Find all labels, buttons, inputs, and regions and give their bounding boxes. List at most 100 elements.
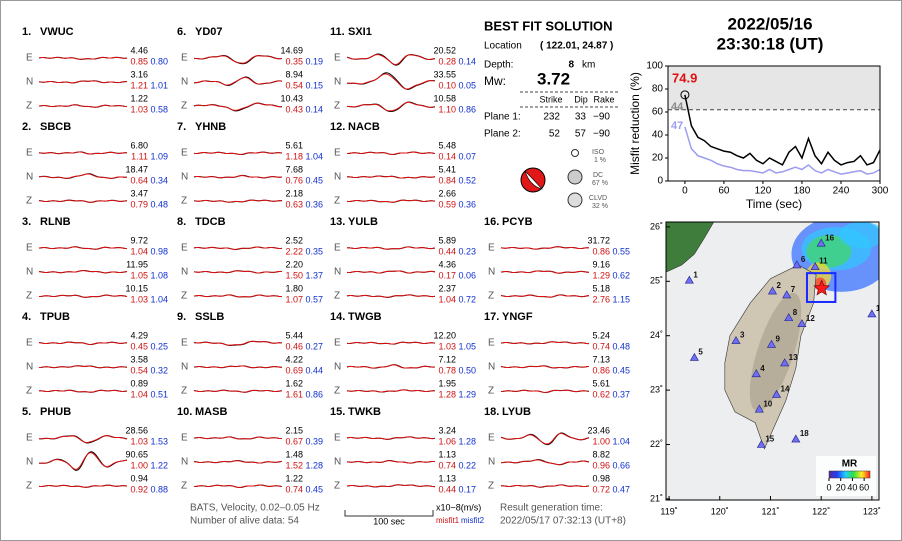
location-label: Location <box>484 41 522 52</box>
location: ( 122.01, 24.87 ) <box>540 41 613 52</box>
station-name: YD07 <box>195 26 223 38</box>
dc-icon <box>567 169 583 185</box>
component: N <box>181 457 188 468</box>
station-marker <box>792 260 802 269</box>
station-number: 18. <box>484 406 499 418</box>
misfit2: 1.01 <box>150 80 168 90</box>
x-tick-label: 0 <box>682 186 688 197</box>
waveform-synthetic <box>38 80 128 84</box>
amplitude: 3.58 <box>130 354 148 364</box>
depth: 8 <box>568 60 574 71</box>
component: N <box>181 77 188 88</box>
decomp-label: ISO <box>592 149 605 156</box>
misfit2: 0.51 <box>150 389 168 399</box>
component: N <box>334 172 341 183</box>
component: E <box>334 338 341 349</box>
amplitude: 90.65 <box>125 449 148 459</box>
station-number: 10. <box>177 406 192 418</box>
component: Z <box>488 386 494 397</box>
misfit2: 1.53 <box>150 436 168 446</box>
station-label: 8 <box>793 308 798 317</box>
amplitude: 2.52 <box>285 235 303 245</box>
station-label: 5 <box>698 348 703 357</box>
misfit2: 0.86 <box>458 104 476 114</box>
map-x-tick-label: 121˚ <box>761 506 779 516</box>
misfit2: 1.37 <box>305 270 323 280</box>
misfit2-label: misfit2 <box>461 516 485 525</box>
misfit1: 0.14 <box>438 151 456 161</box>
misfit2: 0.45 <box>305 175 323 185</box>
plane-header: Rake <box>593 94 614 104</box>
station-marker <box>767 286 778 295</box>
epicenter <box>813 279 831 296</box>
misfit1-label: misfit1 <box>436 516 460 525</box>
misfit1: 1.03 <box>130 436 148 446</box>
plane-header: Strike <box>539 94 562 104</box>
annotation: 44 <box>671 101 684 113</box>
generated: 2022/05/17 07:32:13 (UT+8) <box>500 516 626 527</box>
misfit1: 1.00 <box>592 436 610 446</box>
map-y-tick-label: 25˚ <box>650 276 663 286</box>
station-number: 9. <box>177 311 186 323</box>
misfit1: 0.43 <box>285 104 303 114</box>
misfit1: 1.04 <box>130 389 148 399</box>
amplitude: 1.13 <box>438 473 456 483</box>
station-label: 3 <box>740 331 745 340</box>
depth-label: Depth: <box>484 60 513 71</box>
plane-value: 52 <box>549 129 561 140</box>
waveform-synthetic <box>193 460 283 464</box>
amplitude: 20.52 <box>433 45 456 55</box>
amplitude: 3.47 <box>130 188 148 198</box>
solution-title: BEST FIT SOLUTION <box>484 18 613 33</box>
shade <box>668 66 880 110</box>
misfit1: 0.86 <box>592 365 610 375</box>
station-marker <box>780 358 790 367</box>
misfit2: 1.04 <box>150 294 168 304</box>
misfit2: 1.28 <box>305 460 323 470</box>
component: Z <box>181 386 187 397</box>
mr-area <box>806 235 852 268</box>
station-name: VWUC <box>40 26 74 38</box>
waveform-synthetic <box>38 294 128 298</box>
waveform-synthetic <box>38 341 128 345</box>
amplitude: 8.94 <box>285 69 303 79</box>
waveform-synthetic <box>500 246 590 250</box>
misfit1: 0.67 <box>285 436 303 446</box>
amplitude: 28.56 <box>125 425 148 435</box>
component: E <box>334 148 341 159</box>
waveform-synthetic <box>346 389 436 393</box>
time: 23:30:18 (UT) <box>717 34 824 53</box>
misfit2: 0.72 <box>458 294 476 304</box>
y-tick-label: 20 <box>652 153 664 164</box>
component: E <box>488 338 495 349</box>
map-y-tick-label: 22˚ <box>650 439 663 449</box>
misfit2: 1.22 <box>150 460 168 470</box>
amplitude: 1.22 <box>130 93 148 103</box>
component: Z <box>181 196 187 207</box>
component: Z <box>488 481 494 492</box>
station-marker <box>751 369 761 378</box>
misfit2: 0.36 <box>305 199 323 209</box>
misfit1: 2.76 <box>592 294 610 304</box>
station-name: SXI1 <box>348 26 372 38</box>
taiwan <box>724 264 817 450</box>
amplitude: 1.22 <box>285 473 303 483</box>
misfit2: 0.14 <box>458 56 476 66</box>
station-label: 10 <box>763 399 772 408</box>
y-tick-label: 60 <box>652 107 664 118</box>
component: Z <box>181 481 187 492</box>
station-marker <box>810 262 820 270</box>
misfit1: 1.21 <box>130 80 148 90</box>
misfit2: 0.44 <box>305 365 323 375</box>
misfit1: 0.78 <box>438 365 456 375</box>
component: E <box>181 53 188 64</box>
component: E <box>488 433 495 444</box>
waveform-synthetic <box>38 435 128 443</box>
amplitude: 3.16 <box>130 69 148 79</box>
network: BATS, Velocity, 0.02–0.05 Hz <box>190 503 320 514</box>
station-marker <box>731 335 741 344</box>
misfit1: 2.22 <box>285 246 303 256</box>
misfit2: 0.47 <box>612 484 630 494</box>
component: N <box>26 457 33 468</box>
